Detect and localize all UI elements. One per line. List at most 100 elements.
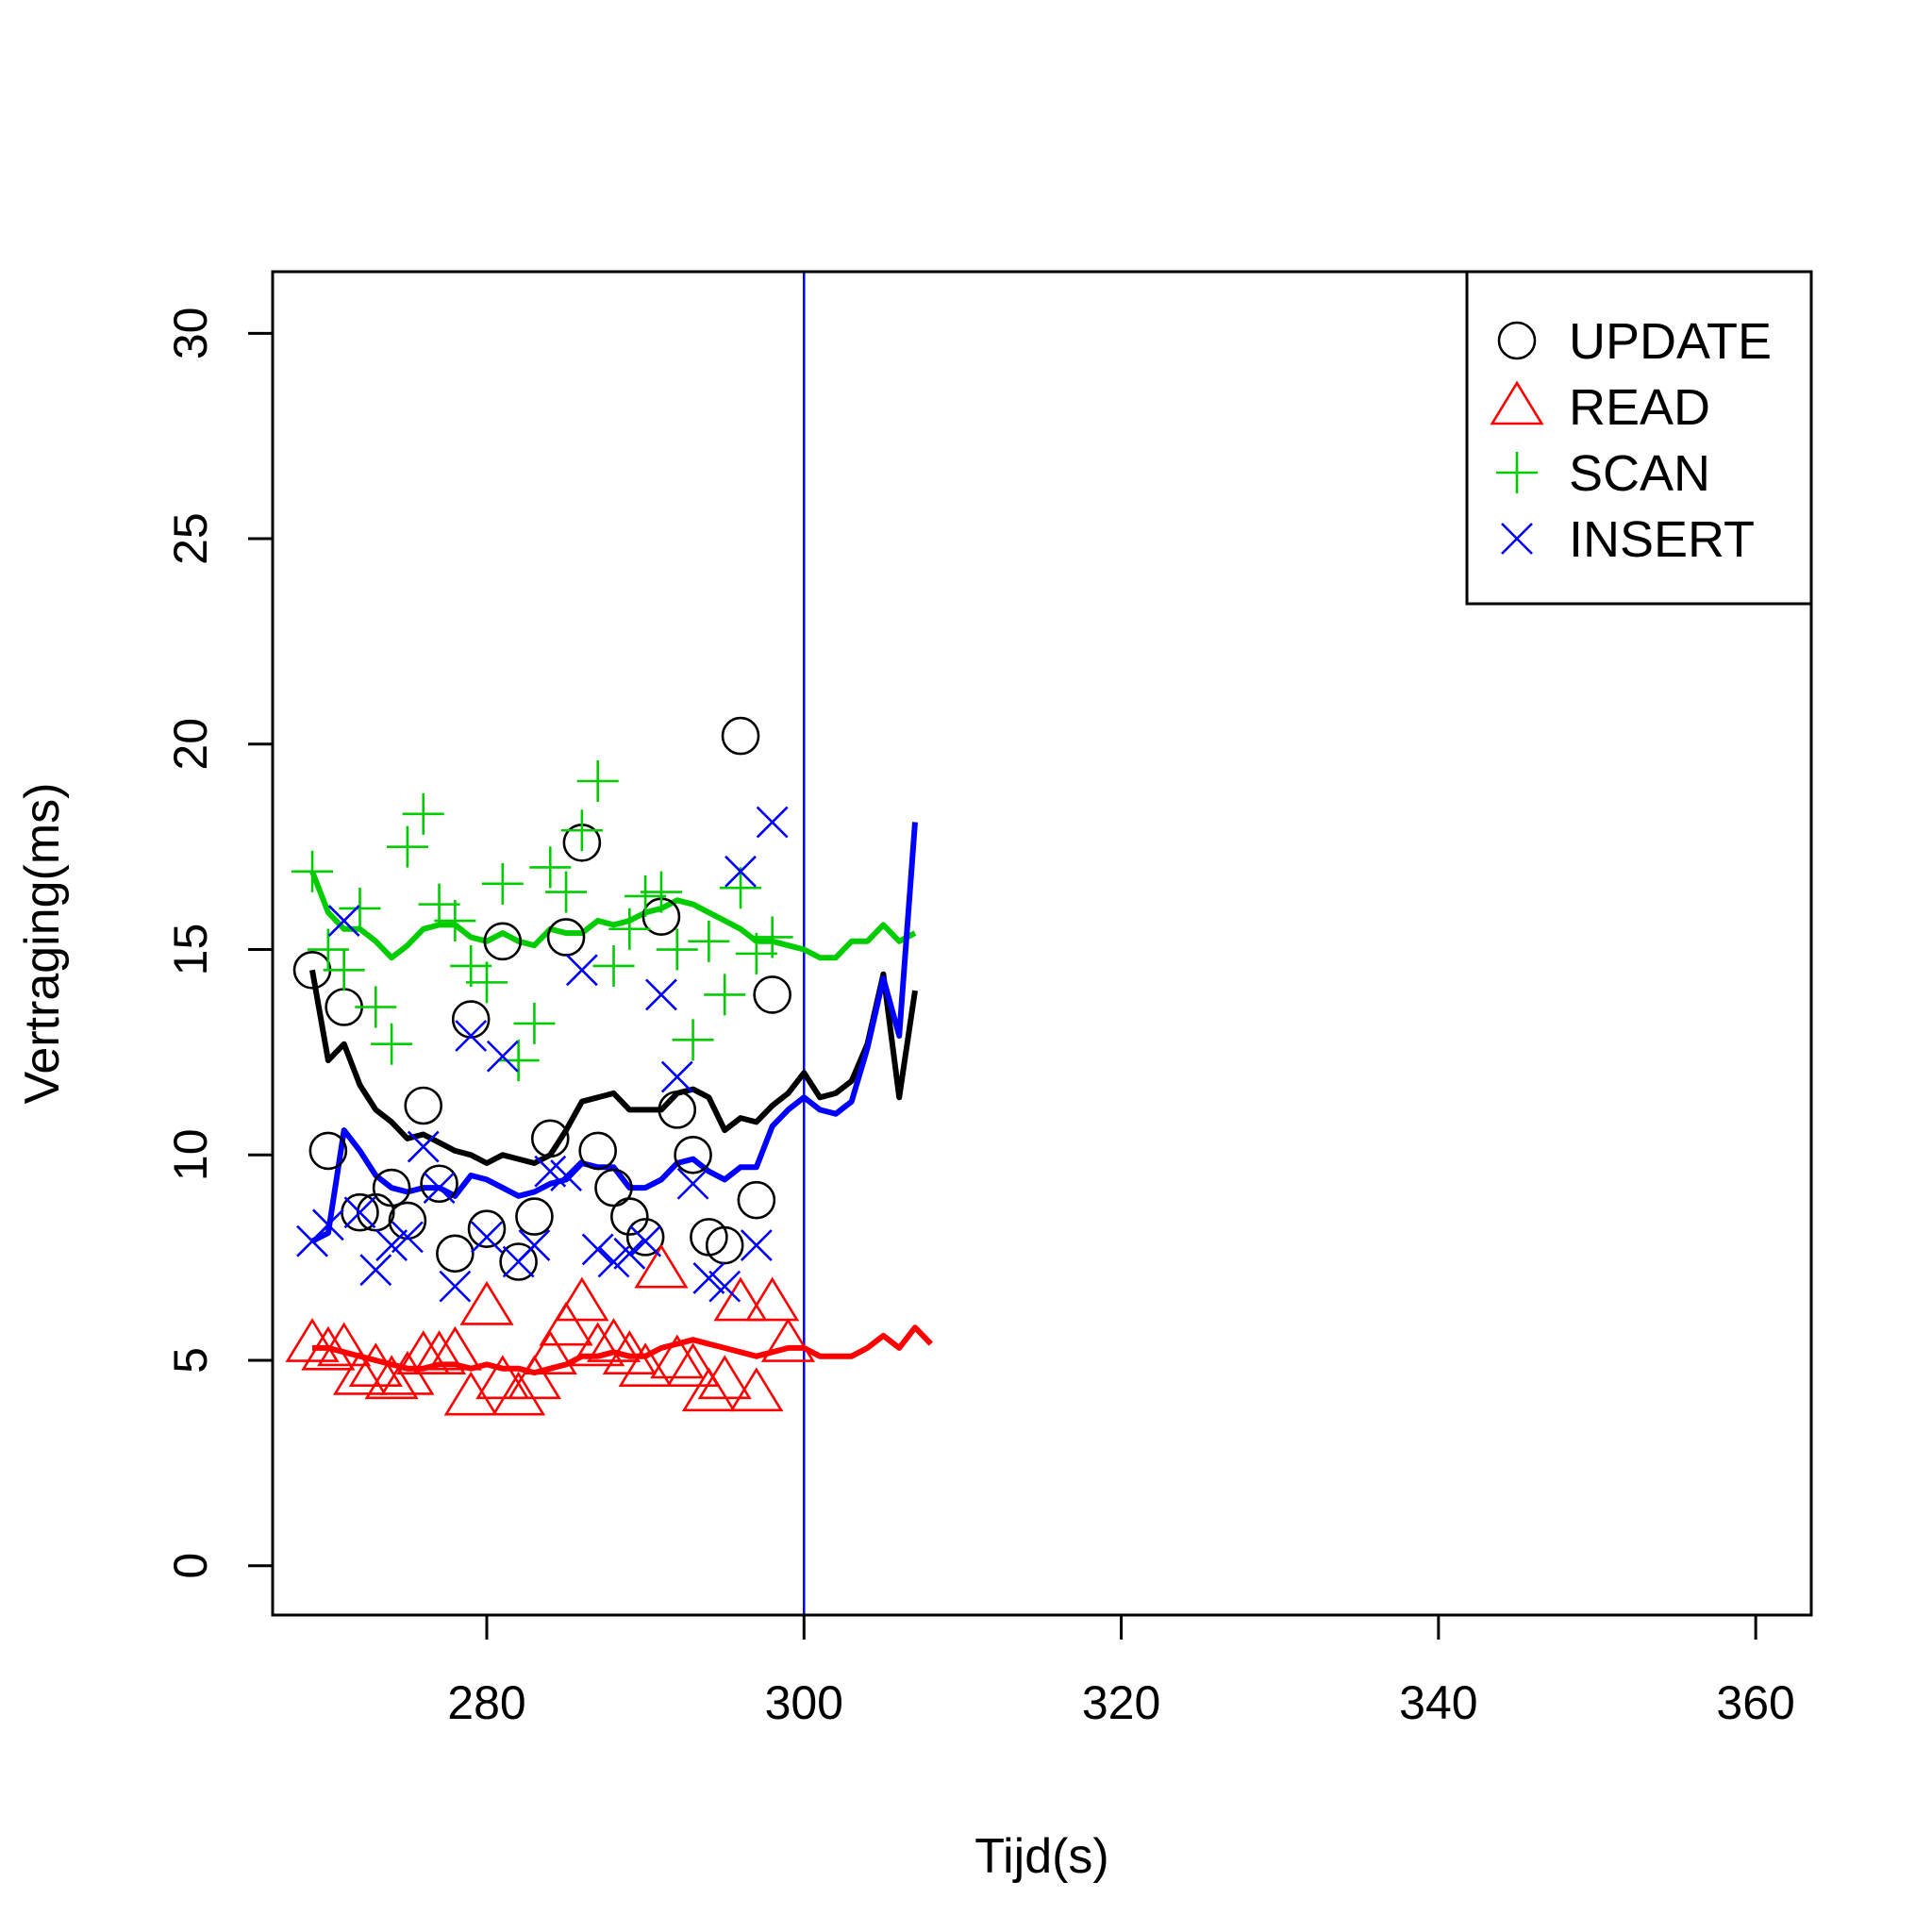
data-point-read	[571, 1322, 625, 1367]
data-point-scan	[608, 908, 651, 950]
data-point-update	[674, 1135, 712, 1174]
data-point-scan	[688, 920, 730, 962]
data-point-read	[427, 1325, 482, 1371]
data-point-scan	[402, 792, 444, 835]
data-point-scan	[529, 846, 572, 889]
data-point-scan	[386, 825, 428, 868]
series-lines	[309, 822, 933, 1376]
data-point-scan	[735, 932, 777, 974]
series-line-insert	[310, 822, 918, 1244]
data-point-scan	[371, 1023, 413, 1065]
data-point-scan	[625, 874, 667, 917]
data-point-insert	[518, 1229, 551, 1261]
data-point-read	[317, 1322, 372, 1367]
y-tick-label: 30	[164, 308, 217, 360]
y-tick-label: 5	[164, 1347, 217, 1374]
data-point-read	[443, 1371, 498, 1416]
data-point-scan	[450, 944, 492, 987]
x-tick-label: 360	[1716, 1676, 1794, 1729]
data-point-read	[507, 1355, 562, 1400]
data-point-update	[625, 1218, 665, 1257]
legend-label: READ	[1569, 379, 1710, 436]
data-point-scan	[704, 974, 746, 1016]
legend-marker-update	[1497, 321, 1537, 360]
data-point-update	[705, 1225, 744, 1265]
legend-marker-scan	[1496, 452, 1538, 493]
data-point-insert	[581, 1233, 614, 1266]
data-point-insert	[740, 1229, 773, 1261]
data-point-scan	[465, 961, 508, 1004]
data-point-update	[594, 1168, 633, 1208]
data-point-read	[760, 1318, 816, 1362]
data-point-insert	[613, 1237, 646, 1270]
data-point-insert	[375, 1229, 408, 1261]
data-point-scan	[481, 862, 524, 905]
data-point-scan	[339, 887, 381, 929]
x-tick-label: 340	[1399, 1676, 1477, 1729]
data-point-update	[499, 1242, 538, 1281]
data-point-insert	[471, 1221, 503, 1254]
y-tick-label: 15	[164, 924, 217, 976]
data-point-insert	[359, 1254, 392, 1287]
data-point-update	[515, 1197, 554, 1236]
y-tick-label: 0	[164, 1553, 217, 1579]
data-point-insert	[407, 1130, 440, 1163]
x-axis: 280 300 320 340 360	[447, 1615, 1795, 1729]
series-line-update	[309, 969, 918, 1166]
data-point-insert	[756, 806, 789, 839]
data-point-scan	[751, 916, 793, 958]
data-point-scan	[434, 900, 476, 942]
data-point-update	[436, 1234, 475, 1274]
data-point-read	[729, 1367, 784, 1412]
data-point-read	[332, 1350, 388, 1395]
data-point-scan	[640, 871, 682, 913]
data-point-scan	[545, 871, 588, 913]
y-axis-title: Vertraging(ms)	[15, 783, 70, 1105]
data-point-update	[578, 1131, 617, 1171]
data-point-insert	[311, 1208, 344, 1241]
data-point-update	[372, 1168, 411, 1208]
data-point-scan	[323, 949, 365, 991]
series-points	[285, 716, 816, 1416]
data-point-read	[650, 1334, 705, 1379]
data-point-update	[721, 716, 760, 756]
data-point-insert	[455, 1020, 488, 1052]
data-point-read	[301, 1325, 356, 1371]
data-point-update	[753, 975, 791, 1014]
data-point-insert	[597, 1245, 630, 1278]
data-point-update	[420, 1164, 458, 1204]
data-point-read	[364, 1355, 419, 1400]
data-point-read	[713, 1276, 768, 1322]
y-tick-label: 25	[164, 512, 217, 565]
data-point-read	[459, 1280, 514, 1325]
x-tick-label: 300	[765, 1676, 843, 1729]
data-point-update	[467, 1209, 507, 1248]
data-point-scan	[672, 1019, 714, 1061]
series-line-read	[312, 1324, 933, 1376]
legend-marker-insert	[1501, 523, 1533, 555]
data-point-update	[308, 1131, 348, 1171]
data-point-scan	[656, 928, 698, 971]
data-point-update	[388, 1201, 427, 1241]
data-point-read	[555, 1276, 609, 1322]
data-point-insert	[550, 1159, 582, 1191]
data-point-read	[666, 1342, 721, 1388]
data-point-insert	[708, 1270, 741, 1303]
data-point-insert	[486, 1040, 519, 1073]
data-point-insert	[660, 1060, 693, 1093]
data-point-insert	[565, 954, 598, 987]
data-point-insert	[423, 1172, 456, 1205]
data-point-scan	[291, 850, 334, 892]
data-point-update	[404, 1086, 443, 1125]
data-point-read	[491, 1371, 546, 1416]
data-point-scan	[355, 986, 397, 1028]
data-point-scan	[720, 867, 762, 909]
data-point-scan	[513, 1002, 556, 1044]
data-point-update	[483, 922, 523, 961]
data-point-read	[745, 1276, 800, 1322]
data-point-update	[658, 1091, 697, 1129]
series-line-scan	[309, 870, 917, 961]
data-point-scan	[592, 944, 635, 987]
legend-label: SCAN	[1569, 445, 1710, 502]
data-point-update	[356, 1192, 395, 1232]
